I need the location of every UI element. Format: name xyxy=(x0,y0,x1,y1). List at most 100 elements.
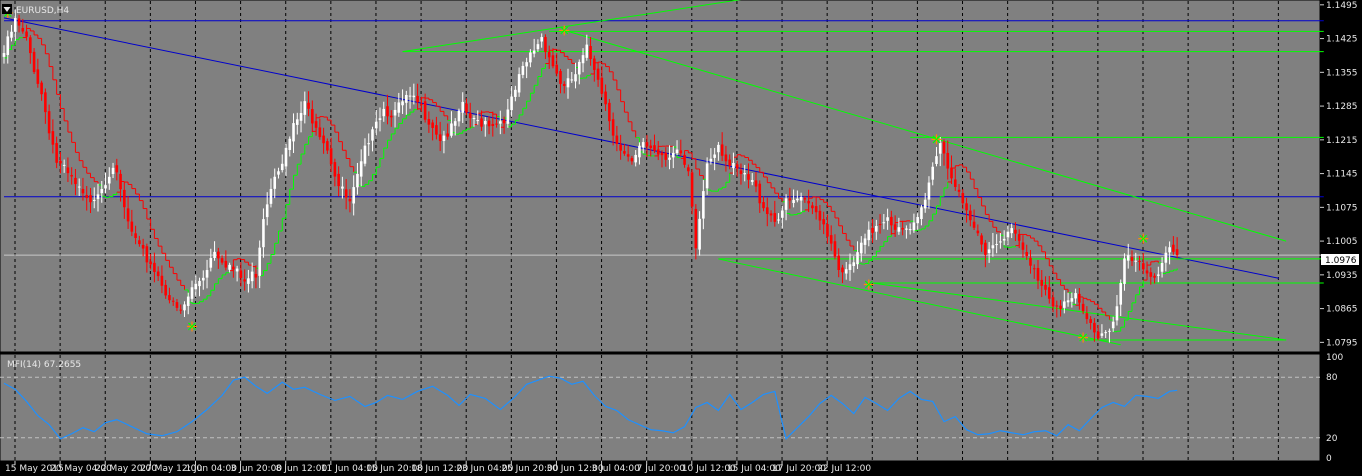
price-tick-label: 1.1075 xyxy=(1326,203,1358,213)
candle-body xyxy=(288,138,292,150)
mfi-series xyxy=(3,375,1178,440)
candle-body xyxy=(205,270,209,278)
candle-body xyxy=(337,173,340,187)
candle-body xyxy=(679,150,683,154)
candle-body xyxy=(175,302,179,308)
candle-body xyxy=(517,74,521,93)
candle-body xyxy=(1032,268,1036,270)
candle-body xyxy=(156,271,160,277)
candle-body xyxy=(1145,270,1149,274)
candle-body xyxy=(931,166,935,180)
candle-body xyxy=(235,268,239,272)
candle-body xyxy=(1160,263,1164,272)
candle-body xyxy=(89,195,92,203)
candle-body xyxy=(841,267,844,273)
trendline-blue xyxy=(3,17,1279,279)
candlestick-series[interactable] xyxy=(2,9,1179,343)
time-tick-label: 10 Jul 12:00 xyxy=(682,464,736,474)
candle-body xyxy=(1138,260,1141,262)
current-price-label: 1.0976 xyxy=(1325,256,1357,266)
candle-body xyxy=(811,205,814,209)
candle-body xyxy=(160,275,164,286)
candle-body xyxy=(935,156,938,164)
candle-body xyxy=(66,167,70,174)
candle-body xyxy=(292,123,295,142)
candle-body xyxy=(367,143,371,145)
price-tick-label: 1.0795 xyxy=(1326,338,1358,348)
candle-body xyxy=(44,92,47,113)
candle-body xyxy=(416,95,419,103)
candle-body xyxy=(21,27,25,32)
candle-body xyxy=(468,113,472,119)
candle-body xyxy=(950,167,953,179)
candle-body xyxy=(307,102,310,109)
candle-body xyxy=(856,252,859,265)
candle-body xyxy=(969,210,972,221)
candle-body xyxy=(897,227,901,232)
candle-body xyxy=(604,91,607,105)
candle-body xyxy=(232,266,235,270)
candle-body xyxy=(1036,267,1040,281)
candle-body xyxy=(938,142,942,154)
candle-body xyxy=(1078,293,1081,303)
candle-body xyxy=(1175,249,1179,256)
candle-body xyxy=(1014,229,1017,234)
mfi-line xyxy=(3,375,1178,440)
candle-body xyxy=(814,206,818,213)
candle-body xyxy=(164,284,167,296)
candle-body xyxy=(209,258,213,268)
candle-body xyxy=(683,154,686,165)
candle-body xyxy=(374,121,378,129)
candle-body xyxy=(649,145,653,149)
candle-body xyxy=(905,228,908,230)
candle-body xyxy=(1172,244,1175,252)
candle-body xyxy=(690,172,694,207)
candle-body xyxy=(77,186,81,188)
candle-body xyxy=(1108,330,1111,332)
candle-body xyxy=(277,171,280,175)
candle-body xyxy=(198,280,201,287)
candle-body xyxy=(138,240,141,245)
candle-body xyxy=(179,309,183,311)
time-tick-label: 27 May 12:00 xyxy=(140,464,202,474)
candle-body xyxy=(262,219,265,248)
candle-body xyxy=(168,295,171,301)
candle-body xyxy=(927,182,931,200)
candle-body xyxy=(747,174,750,180)
candle-body xyxy=(671,152,675,158)
candle-body xyxy=(886,217,889,221)
candle-body xyxy=(732,162,735,169)
candle-body xyxy=(303,101,307,115)
symbol-header[interactable]: EURUSD,H4 xyxy=(2,4,69,16)
candle-body xyxy=(408,95,412,97)
trendlines[interactable] xyxy=(3,0,1324,346)
candle-body xyxy=(333,162,337,177)
candle-body xyxy=(442,135,446,142)
candle-body xyxy=(619,144,622,151)
mfi-tick-label: 0 xyxy=(1326,454,1332,464)
candle-body xyxy=(593,58,596,70)
candle-body xyxy=(570,79,574,81)
candle-body xyxy=(431,122,434,128)
trendline-green xyxy=(567,30,1287,242)
dropdown-arrow-icon[interactable] xyxy=(3,7,11,12)
candle-body xyxy=(1104,332,1107,334)
candle-body xyxy=(183,304,186,311)
candle-body xyxy=(457,110,461,122)
candle-body xyxy=(1123,258,1126,284)
candle-body xyxy=(397,102,401,113)
candle-body xyxy=(852,262,856,267)
candle-body xyxy=(85,195,89,199)
candle-body xyxy=(51,131,55,145)
candle-body xyxy=(1096,331,1100,339)
candle-body xyxy=(890,216,893,226)
candle-body xyxy=(81,188,85,194)
candle-body xyxy=(728,159,731,166)
mfi-panel-background[interactable] xyxy=(0,353,1321,462)
candle-body xyxy=(630,158,634,162)
price-tick-label: 1.1005 xyxy=(1326,237,1358,247)
candle-body xyxy=(1089,319,1092,323)
candle-body xyxy=(29,37,32,54)
candle-body xyxy=(1017,234,1021,241)
